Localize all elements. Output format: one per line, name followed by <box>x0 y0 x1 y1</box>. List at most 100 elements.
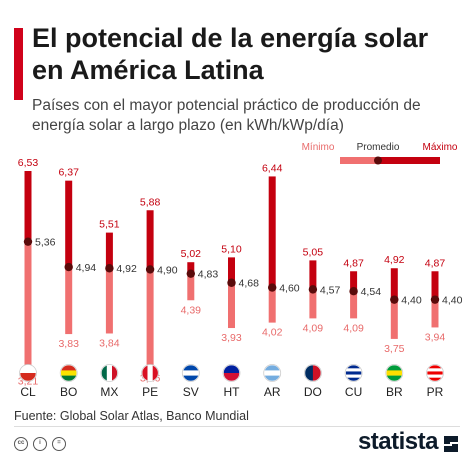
max-value-label: 5,88 <box>140 196 161 208</box>
license-icons: cc i = <box>14 437 66 451</box>
flag-stripe <box>264 370 280 376</box>
range-bar-lower <box>146 269 154 369</box>
legend-label-min: Mínimo <box>302 142 335 153</box>
max-value-label: 5,02 <box>181 248 202 260</box>
statista-logo-mark-icon <box>444 436 458 452</box>
flag-stripe <box>20 365 36 374</box>
max-value-label: 4,87 <box>343 257 364 269</box>
max-value-label: 4,92 <box>384 254 405 266</box>
country-code-label: PE <box>142 385 158 399</box>
min-value-label: 4,09 <box>303 322 324 334</box>
flag-stripe <box>386 375 403 381</box>
avg-value-label: 4,54 <box>361 286 382 298</box>
avg-value-label: 4,40 <box>401 295 422 307</box>
flag-stripe <box>106 365 113 381</box>
avg-dot <box>23 237 33 246</box>
min-value-label: 3,93 <box>221 332 242 344</box>
max-value-label: 6,53 <box>18 157 39 169</box>
range-bar-upper <box>431 271 439 300</box>
flag-stripe <box>386 370 403 376</box>
flag-stripe <box>60 375 77 381</box>
range-bar-lower <box>24 241 32 372</box>
range-bar-upper <box>146 210 154 270</box>
flag-stripe <box>345 368 362 372</box>
flag-stripe <box>427 377 443 381</box>
country-code-label: SV <box>183 385 199 399</box>
legend-label-avg: Promedio <box>357 142 400 153</box>
max-value-label: 6,44 <box>262 162 283 174</box>
flag-stripe <box>101 365 107 381</box>
flag-stripe <box>345 365 362 369</box>
min-value-label: 4,09 <box>343 322 364 334</box>
chart-title: El potencial de la energía solar en Amér… <box>32 23 429 85</box>
flag-stripe <box>142 365 148 381</box>
statista-logo[interactable]: statista <box>357 428 439 455</box>
country-code-label: PR <box>427 385 444 399</box>
range-bar-lower <box>228 282 235 329</box>
flag-stripe <box>183 365 199 371</box>
country-code-label: BO <box>60 385 77 399</box>
country-code-label: CL <box>20 385 36 399</box>
min-value-label: 4,02 <box>262 327 283 339</box>
avg-value-label: 4,92 <box>116 263 137 275</box>
country-code-label: MX <box>100 385 118 399</box>
avg-dot <box>145 265 155 274</box>
flag-stripe <box>427 371 443 375</box>
country-code-label: HT <box>224 385 241 399</box>
flag-stripe <box>152 365 158 381</box>
flag-stripe <box>264 365 280 371</box>
flag-stripe <box>312 365 321 381</box>
attribution-icon[interactable]: i <box>33 437 47 451</box>
range-bar-upper <box>268 176 276 288</box>
flag-stripe <box>386 365 403 371</box>
range-bar-upper <box>105 232 113 269</box>
flag-stripe <box>223 365 240 374</box>
flag-stripe <box>183 375 199 381</box>
max-value-label: 4,87 <box>425 257 446 269</box>
legend-label-max: Máximo <box>422 142 457 153</box>
max-value-label: 6,37 <box>58 167 79 179</box>
legend-bar-max <box>378 157 440 164</box>
range-bar-upper <box>65 180 73 268</box>
country-code-label: BR <box>386 385 403 399</box>
max-value-label: 5,10 <box>221 243 242 255</box>
country-code-label: AR <box>264 385 281 399</box>
creative-commons-icon[interactable]: cc <box>14 437 28 451</box>
footer-divider <box>14 426 460 427</box>
flag-stripe <box>147 365 153 381</box>
min-value-label: 3,94 <box>425 331 446 343</box>
range-bar-upper <box>24 171 32 242</box>
country-code-label: CU <box>345 385 362 399</box>
flag-stripe <box>183 370 199 376</box>
range-bar-lower <box>350 291 358 319</box>
range-bar-lower <box>268 287 276 323</box>
chart-subtitle: Países con el mayor potencial práctico d… <box>32 97 421 134</box>
flag-stripe <box>345 377 362 381</box>
max-value-label: 5,05 <box>303 246 324 258</box>
country-code-label: DO <box>304 385 322 399</box>
flag-stripe <box>427 365 443 369</box>
avg-value-label: 4,60 <box>279 283 300 295</box>
avg-dot <box>64 262 73 272</box>
avg-value-label: 4,94 <box>76 262 97 274</box>
flag-stripe <box>305 365 314 381</box>
avg-dot <box>186 269 195 278</box>
range-bar-lower <box>187 273 195 301</box>
min-value-label: 3,84 <box>99 337 120 349</box>
flag-stripe <box>223 373 240 381</box>
flag-stripe <box>345 374 362 378</box>
avg-value-label: 4,57 <box>320 284 341 296</box>
no-derivatives-icon[interactable]: = <box>52 437 66 451</box>
flag-stripe <box>427 374 443 378</box>
avg-value-label: 4,90 <box>157 264 178 276</box>
avg-dot <box>390 295 399 304</box>
range-bar-lower <box>431 299 439 328</box>
source-note: Fuente: Global Solar Atlas, Banco Mundia… <box>14 409 249 423</box>
flag-stripe <box>427 368 443 372</box>
legend-dot-avg <box>374 156 382 165</box>
range-bar-upper <box>309 260 317 290</box>
flag-stripe <box>60 370 77 376</box>
min-value-label: 4,39 <box>181 304 202 316</box>
range-bar-lower <box>65 267 73 335</box>
